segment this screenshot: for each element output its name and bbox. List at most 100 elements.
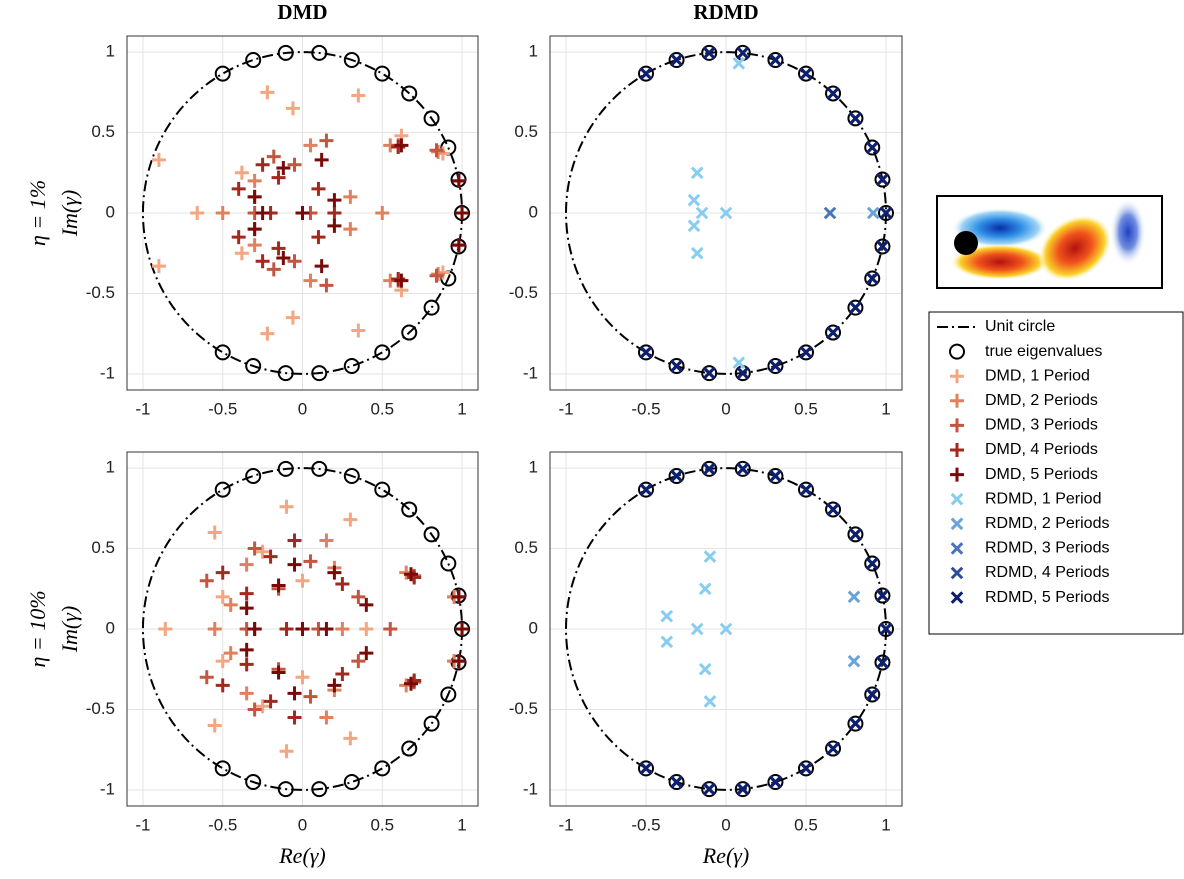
eigenvalue-marker [864,139,881,156]
eigenvalue-marker [878,205,894,221]
eigenvalue-marker [214,65,231,82]
eigenvalue-marker [451,654,466,669]
eigenvalue-marker [343,358,360,375]
eigenvalue-marker [327,565,342,580]
eigenvalue-marker [876,589,889,602]
y-tick-label: -1 [100,363,115,382]
eigenvalue-marker [423,110,440,127]
eigenvalue-marker [215,206,230,220]
eigenvalue-marker [734,781,751,798]
eigenvalue-marker [199,573,214,588]
eigenvalue-marker [351,589,366,604]
eigenvalue-marker [374,760,391,777]
eigenvalue-marker [639,762,653,775]
eigenvalue-marker [769,469,782,483]
eigenvalue-marker [303,138,318,153]
eigenvalue-marker [874,654,891,671]
eigenvalue-marker [255,254,270,269]
eigenvalue-marker [798,481,814,498]
eigenvalue-marker [239,586,254,601]
eigenvalue-marker [374,344,391,361]
eigenvalue-marker [285,101,300,116]
eigenvalue-marker [311,781,328,798]
eigenvalue-marker [429,143,444,158]
y-axis-label: Im(γ) [57,606,82,654]
eigenvalue-marker [359,622,374,636]
x-tick-label: -0.5 [631,399,660,418]
eigenvalue-marker [199,670,214,685]
eigenvalue-marker [343,51,360,68]
x-tick-label: 1 [881,815,890,834]
eigenvalue-marker [260,326,275,341]
row-label: η = 1% [25,180,50,246]
row-label: η = 10% [25,590,50,667]
legend-label: DMD, 1 Period [985,367,1090,384]
eigenvalue-marker [736,782,750,796]
eigenvalue-marker [732,57,746,70]
eigenvalue-marker [245,467,262,484]
legend-label: DMD, 4 Periods [985,441,1098,458]
y-tick-label: -0.5 [86,699,115,718]
eigenvalue-marker [234,165,249,180]
eigenvalue-marker [423,526,440,543]
legend-marker [950,369,964,384]
eigenvalue-marker [719,622,733,636]
y-tick-label: 0 [106,202,115,221]
eigenvalue-marker [263,549,278,564]
y-tick-label: -0.5 [509,699,538,718]
eigenvalue-marker [279,744,294,759]
eigenvalue-marker [701,781,718,798]
eigenvalue-marker [234,246,249,261]
eigenvalue-marker [736,462,750,476]
eigenvalue-marker [151,152,166,167]
axes-box [126,35,479,391]
eigenvalue-marker [455,622,470,636]
eigenvalue-marker [695,206,709,220]
eigenvalue-marker [343,731,358,746]
eigenvalue-marker [847,654,861,668]
eigenvalue-marker [245,358,262,375]
eigenvalue-marker [295,622,310,636]
y-tick-label: 0.5 [514,122,538,141]
x-tick-label: -1 [558,399,573,418]
eigenvalue-marker [255,544,270,559]
eigenvalue-marker [825,740,842,757]
eigenvalue-marker [214,344,231,361]
eigenvalue-marker [343,774,360,791]
eigenvalue-marker [311,44,328,61]
eigenvalue-marker [327,193,342,208]
eigenvalue-marker [394,138,409,153]
eigenvalue-marker [383,622,398,636]
eigenvalue-marker [687,219,701,233]
eigenvalue-marker [327,678,342,693]
eigenvalue-marker [638,760,654,777]
eigenvalue-marker [670,469,683,483]
y-tick-label: -0.5 [86,283,115,302]
eigenvalue-marker [255,157,270,172]
eigenvalue-marker [239,601,254,616]
eigenvalue-marker [247,622,262,636]
eigenvalue-marker [732,356,746,369]
x-tick-label: 0 [298,815,307,834]
eigenvalue-marker [668,358,685,375]
eigenvalue-marker [451,238,466,253]
eigenvalue-marker [825,501,842,518]
eigenvalue-marker [864,270,881,287]
eigenvalue-marker [303,689,318,704]
eigenvalue-marker [719,206,733,220]
eigenvalue-marker [359,597,374,612]
eigenvalue-marker [311,365,328,382]
eigenvalue-marker [874,587,891,604]
legend-label: RDMD, 3 Periods [985,540,1109,557]
eigenvalue-marker [247,541,262,556]
eigenvalue-marker [247,238,262,253]
x-tick-label: -0.5 [208,399,237,418]
eigenvalue-marker [245,774,262,791]
eigenvalue-marker [375,206,390,220]
x-tick-label: 0 [298,399,307,418]
eigenvalue-marker [847,526,864,543]
eigenvalue-marker [276,251,291,266]
eigenvalue-marker [319,533,334,548]
x-axis-label: Re(γ) [702,843,750,868]
eigenvalue-marker [878,621,894,637]
